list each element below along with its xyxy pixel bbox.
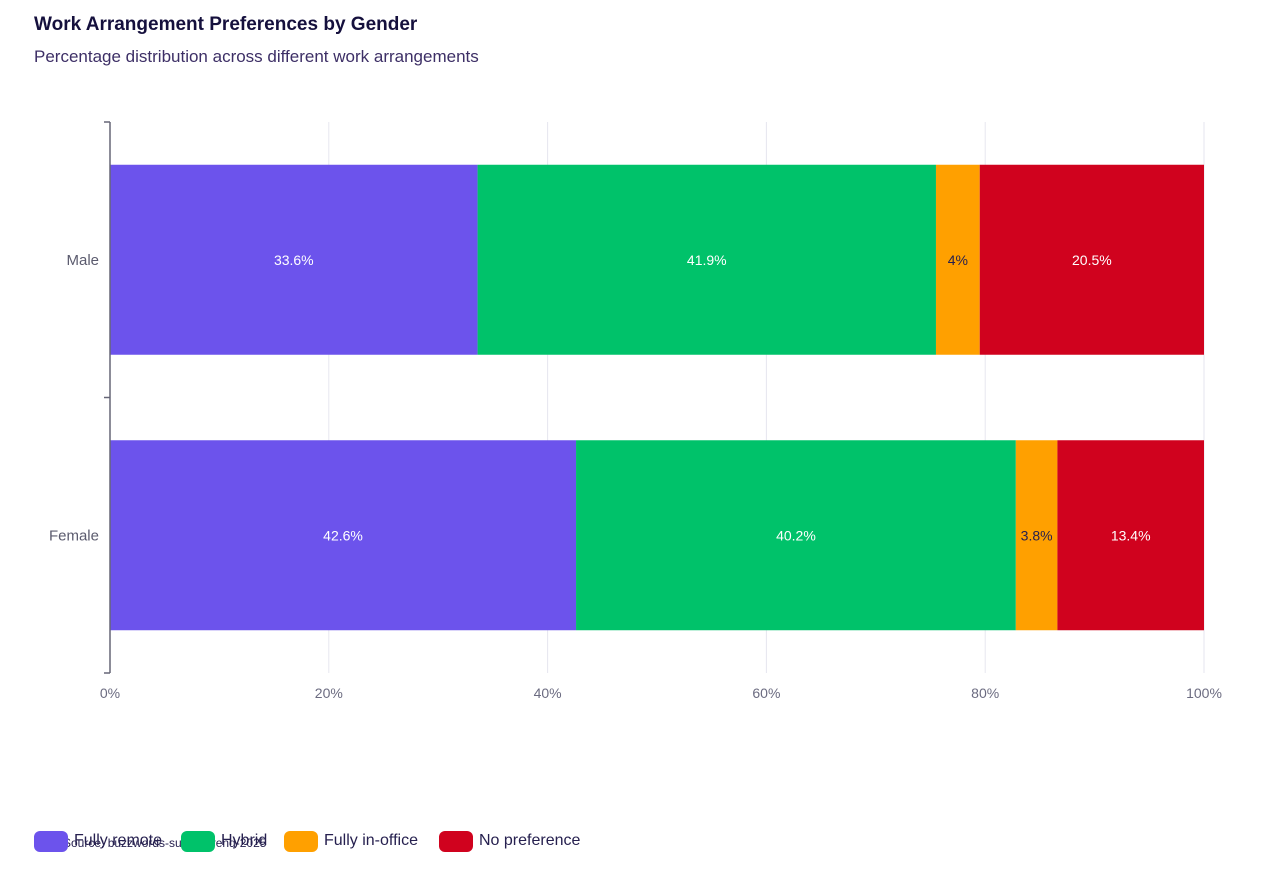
source-note: Source: buzzwords-survey-trend-2025 [63, 836, 267, 850]
chart-subtitle: Percentage distribution across different… [34, 47, 479, 66]
data-label: 3.8% [1021, 527, 1053, 543]
legend-label: Fully remote [74, 832, 163, 849]
bar-segment [935, 164, 980, 355]
bar-segment [979, 164, 1204, 355]
bar-segment [110, 440, 577, 631]
legend-swatch [439, 830, 473, 852]
chart-legend: Fully remote Hybrid Fully in-office No pref… [34, 830, 674, 852]
data-label: 20.5% [1072, 252, 1112, 268]
legend-label: Fully in-office [324, 832, 418, 849]
legend-swatch [284, 830, 318, 852]
legend-item[interactable]: Fully remote [34, 830, 162, 852]
legend-item[interactable]: Fully in-office [284, 830, 418, 852]
data-label: 42.6% [323, 527, 363, 543]
bar-segment [1015, 440, 1058, 631]
x-tick-label: 40% [534, 685, 562, 701]
legend-label: No preference [479, 832, 581, 849]
legend-item[interactable]: No preference [439, 830, 580, 852]
legend-item[interactable]: Hybrid [181, 830, 267, 852]
x-tick-label: 20% [315, 685, 343, 701]
x-tick-label: 0% [100, 685, 120, 701]
data-label: 41.9% [687, 252, 727, 268]
bar-segment [110, 164, 478, 355]
y-category-label: Male [66, 252, 99, 269]
legend-label: Hybrid [221, 832, 268, 849]
chart-title: Work Arrangement Preferences by Gender [34, 14, 418, 35]
x-tick-label: 100% [1186, 685, 1222, 701]
data-label: 33.6% [274, 252, 314, 268]
legend-swatch [181, 830, 215, 852]
data-label: 40.2% [776, 527, 816, 543]
data-label: 4% [948, 252, 968, 268]
x-tick-label: 80% [971, 685, 999, 701]
data-label: 13.4% [1111, 527, 1151, 543]
bar-segment [477, 164, 936, 355]
y-category-label: Female [49, 527, 99, 544]
bar-segment [1057, 440, 1204, 631]
x-tick-label: 60% [752, 685, 780, 701]
bar-segment [576, 440, 1016, 631]
legend-swatch [34, 830, 68, 852]
